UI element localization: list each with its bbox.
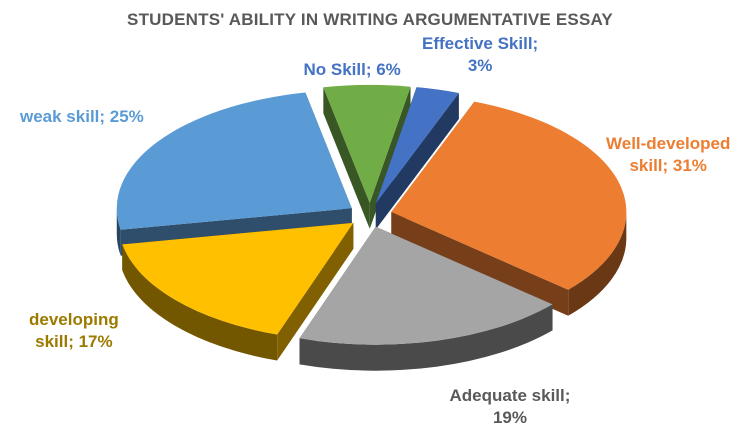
slice-side-weak-skill: [116, 208, 121, 256]
data-label-line: Well-developed: [606, 134, 731, 153]
slice-top-effective-skill: [375, 87, 459, 204]
data-label-line: Adequate skill;: [449, 386, 571, 405]
data-label-line: 19%: [492, 408, 527, 427]
slice-adequate-skill: [299, 226, 553, 371]
slice-top-weak-skill: [116, 92, 352, 230]
data-label-developing-skill: developing skill; 17%: [29, 309, 119, 353]
data-label-line: skill; 31%: [629, 156, 707, 175]
slice-top-adequate-skill: [299, 226, 553, 345]
chart-title: STUDENTS' ABILITY IN WRITING ARGUMENTATI…: [127, 10, 613, 29]
data-label-adequate-skill: Adequate skill; 19%: [450, 385, 571, 429]
slice-side-developing-skill: [122, 244, 278, 361]
slice-top-developing-skill: [122, 222, 354, 335]
slice-wall-effective-skill: [375, 92, 459, 230]
data-label-no-skill: No Skill; 6%: [304, 59, 401, 81]
slice-top-well-developed-skill: [391, 101, 627, 290]
slice-side-adequate-skill: [299, 304, 553, 371]
slice-effective-skill: [375, 87, 459, 230]
data-label-line: 3%: [467, 56, 493, 75]
data-label-effective-skill: Effective Skill; 3%: [422, 33, 538, 77]
slice-side-well-developed-skill: [568, 212, 627, 316]
data-label-line: developing: [29, 310, 119, 329]
slice-developing-skill: [122, 222, 354, 361]
slice-well-developed-skill: [391, 101, 627, 316]
slice-wall-developing-skill: [277, 222, 354, 361]
data-label-well-developed-skill: Well-developed skill; 31%: [606, 133, 730, 177]
data-label-line: weak skill; 25%: [20, 107, 144, 126]
data-label-line: skill; 17%: [35, 332, 113, 351]
data-label-line: No Skill; 6%: [303, 60, 401, 79]
slice-top-no-skill: [323, 84, 411, 203]
data-label-weak-skill: weak skill; 25%: [20, 106, 144, 128]
slice-wall-no-skill: [323, 87, 370, 229]
slice-wall-well-developed-skill: [391, 212, 569, 316]
data-label-line: Effective Skill;: [422, 34, 539, 53]
